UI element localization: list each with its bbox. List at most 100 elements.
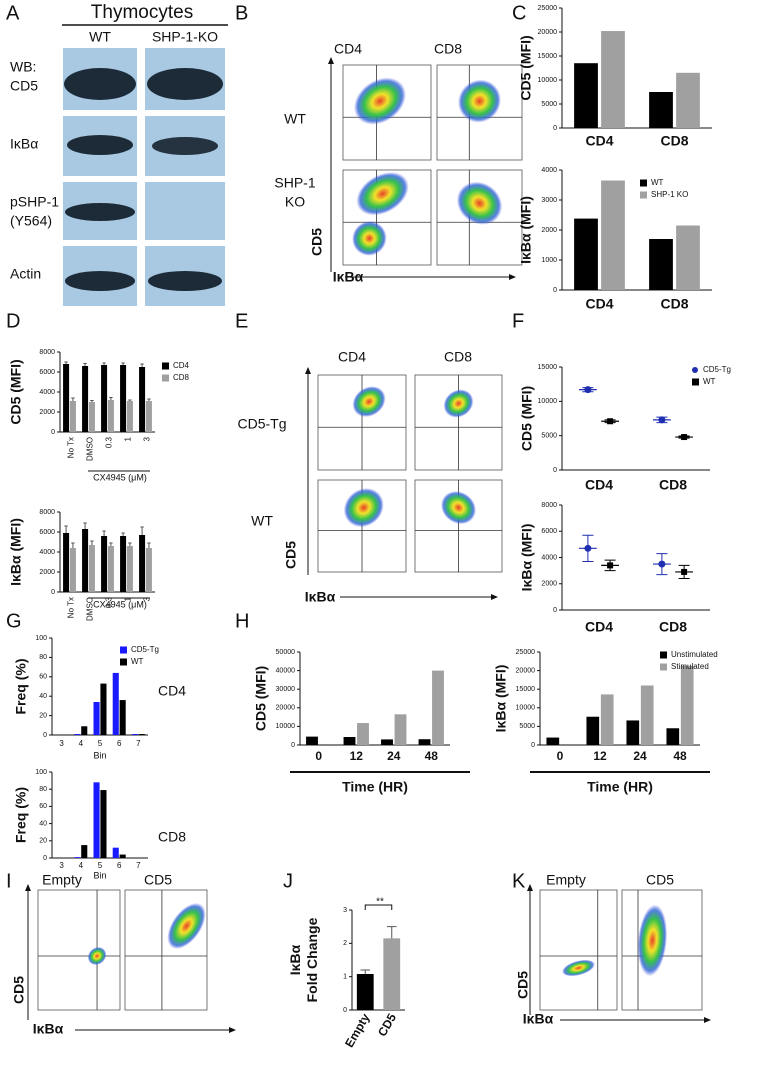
significance-bracket	[364, 904, 393, 910]
flow-plot	[539, 889, 618, 1011]
x-tick-label: 6	[117, 739, 122, 748]
y-tick-label: 8000	[39, 349, 55, 356]
panel-letter: F	[512, 310, 524, 332]
flow-y-axis: CD5	[11, 976, 27, 1004]
panel-letter: J	[283, 870, 293, 892]
bar	[306, 736, 318, 745]
error-bar	[71, 397, 75, 401]
bar	[69, 401, 76, 432]
bar	[126, 546, 133, 592]
flow-x-axis: IκBα	[33, 1021, 64, 1037]
bar	[120, 536, 127, 592]
panel-letter: D	[6, 310, 20, 332]
y-tick-label: 4000	[541, 167, 557, 174]
x-tick-label: DMSO	[86, 437, 95, 461]
bar	[107, 400, 114, 432]
x-tick-label: 6	[117, 861, 122, 870]
bar	[356, 974, 374, 1010]
error-bar	[678, 564, 690, 579]
x-tick-label: 5	[98, 739, 103, 748]
x-tick-label: Empty	[342, 1011, 373, 1050]
panel-letter: G	[6, 610, 22, 632]
x-axis-label: CX4945 (μM)	[93, 472, 147, 482]
y-tick-label: 0	[553, 287, 557, 294]
legend-swatch	[162, 374, 169, 382]
bar	[112, 672, 119, 735]
y-tick-label: 40000	[276, 667, 296, 674]
legend-label: WT	[651, 178, 664, 187]
blot-header: WB:	[10, 59, 36, 75]
blot-row-label: (Y564)	[10, 213, 52, 229]
y-tick-label: 60	[39, 803, 47, 810]
legend-label: CD5-Tg	[703, 365, 731, 374]
panel-letter: H	[235, 610, 249, 632]
flow-row: WT	[284, 111, 306, 127]
y-axis-label: IκBα (MFI)	[8, 518, 24, 586]
bar	[101, 365, 108, 432]
error-bar	[71, 542, 75, 548]
bar	[81, 845, 88, 858]
x-tick-label: 4	[79, 861, 84, 870]
error-bar	[83, 363, 87, 366]
flow-row: KO	[285, 194, 305, 210]
bar	[649, 92, 673, 128]
blot-row-label: IκBα	[10, 136, 38, 152]
y-tick-label: 6000	[39, 369, 55, 376]
y-tick-label: 40	[39, 820, 47, 827]
legend-swatch	[692, 367, 698, 373]
flow-column: CD5	[646, 872, 674, 888]
cell-population	[456, 181, 503, 225]
bar	[357, 723, 369, 745]
y-tick-label: 25000	[516, 649, 536, 656]
error-bar	[386, 926, 397, 939]
bar	[63, 533, 70, 592]
flow-column: CD8	[444, 349, 472, 365]
flow-column: CD5	[144, 872, 172, 888]
bar	[119, 700, 126, 735]
bar	[343, 737, 356, 745]
bar	[69, 548, 76, 592]
bar	[676, 225, 700, 290]
y-tick-label: 20000	[276, 705, 296, 712]
blot-image	[63, 48, 225, 306]
panel-letter: C	[512, 2, 526, 24]
legend-swatch	[120, 646, 127, 654]
y-tick-label: 40	[39, 693, 47, 700]
bar	[418, 739, 431, 745]
panel-letter: B	[235, 2, 248, 24]
y-tick-label: 25000	[538, 5, 558, 12]
cell-population	[352, 386, 386, 418]
y-tick-label: 8000	[39, 509, 55, 516]
lane-label: WT	[89, 29, 111, 45]
y-tick-label: 0	[51, 429, 55, 436]
y-tick-label: 50000	[276, 649, 296, 656]
flow-row: WT	[251, 513, 273, 529]
flow-row: CD5-Tg	[237, 416, 286, 432]
bar	[649, 239, 673, 290]
x-tick-label: 5	[98, 861, 103, 870]
x-tick-label: 7	[136, 861, 141, 870]
x-tick-label: 48	[425, 749, 439, 763]
y-tick-label: 4000	[39, 549, 55, 556]
y-tick-label: 3	[343, 907, 347, 914]
x-tick-label: No Tx	[67, 597, 76, 618]
y-tick-label: 100	[35, 635, 47, 642]
x-tick-label: CD4	[585, 133, 613, 149]
y-tick-label: 5000	[519, 723, 535, 730]
y-axis-label: CD5 (MFI)	[253, 666, 269, 731]
y-tick-label: 2000	[541, 581, 557, 588]
panel-letter: E	[235, 310, 248, 332]
y-tick-label: 2	[343, 940, 347, 947]
legend-swatch	[162, 362, 169, 370]
bar	[600, 694, 614, 745]
y-tick-label: 0	[553, 467, 557, 474]
y-tick-label: 0	[553, 125, 557, 132]
error-bar	[83, 522, 87, 529]
cell-population	[87, 946, 107, 966]
cell-population	[353, 77, 406, 125]
x-tick-label: CD5	[375, 1011, 399, 1039]
error-bar	[147, 398, 151, 401]
y-tick-label: 10000	[276, 723, 296, 730]
error-bar	[604, 559, 616, 572]
